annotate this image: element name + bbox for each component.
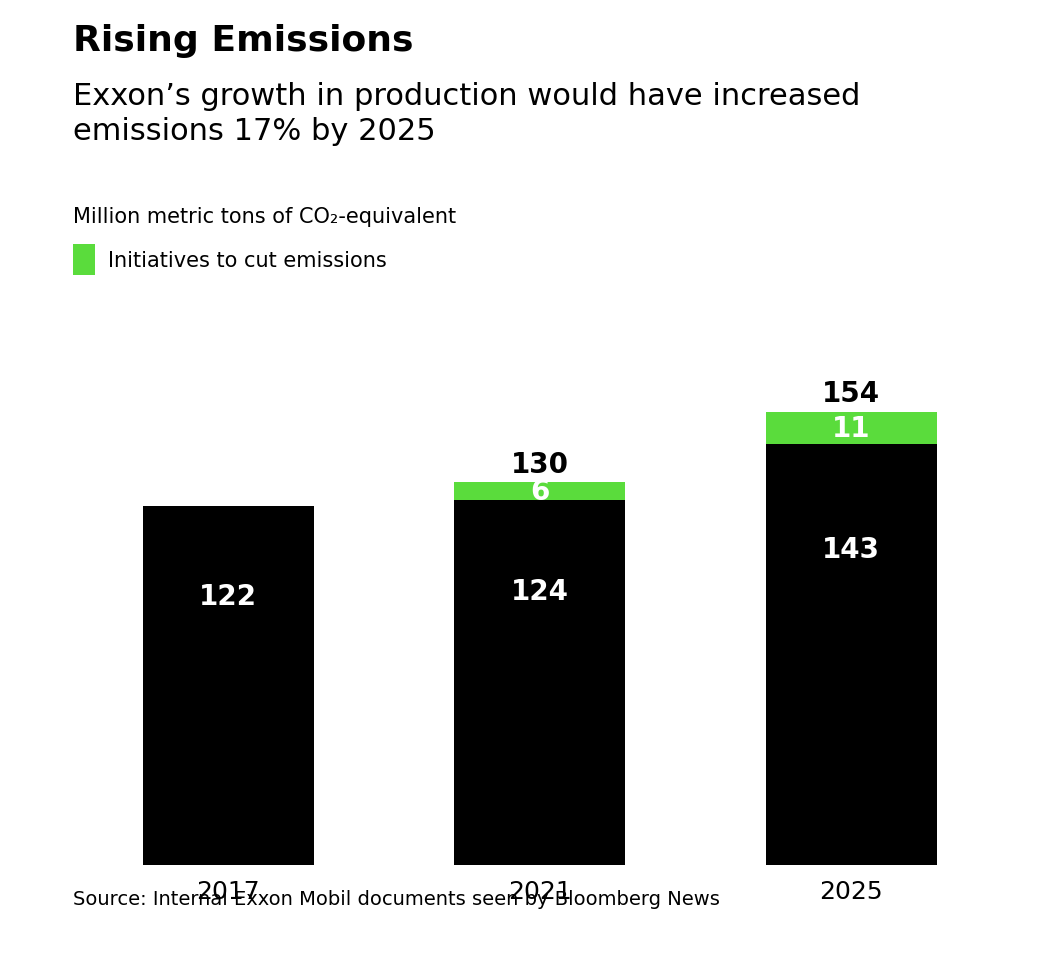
Bar <box>455 501 625 865</box>
Text: 124: 124 <box>511 578 569 605</box>
Bar <box>455 482 625 501</box>
Text: Rising Emissions: Rising Emissions <box>73 24 413 58</box>
Text: 11: 11 <box>831 414 871 442</box>
Bar <box>765 445 937 865</box>
Bar <box>143 506 313 865</box>
Text: 130: 130 <box>511 451 569 479</box>
Text: 154: 154 <box>822 380 880 407</box>
Text: 6: 6 <box>530 478 549 505</box>
Text: Million metric tons of CO₂-equivalent: Million metric tons of CO₂-equivalent <box>73 207 456 227</box>
Bar <box>765 412 937 445</box>
Text: Initiatives to cut emissions: Initiatives to cut emissions <box>108 251 387 270</box>
Text: 122: 122 <box>199 582 257 610</box>
Text: 143: 143 <box>822 535 880 563</box>
Text: Source: Internal Exxon Mobil documents seen by Bloomberg News: Source: Internal Exxon Mobil documents s… <box>73 889 719 908</box>
Text: Exxon’s growth in production would have increased
emissions 17% by 2025: Exxon’s growth in production would have … <box>73 82 861 145</box>
